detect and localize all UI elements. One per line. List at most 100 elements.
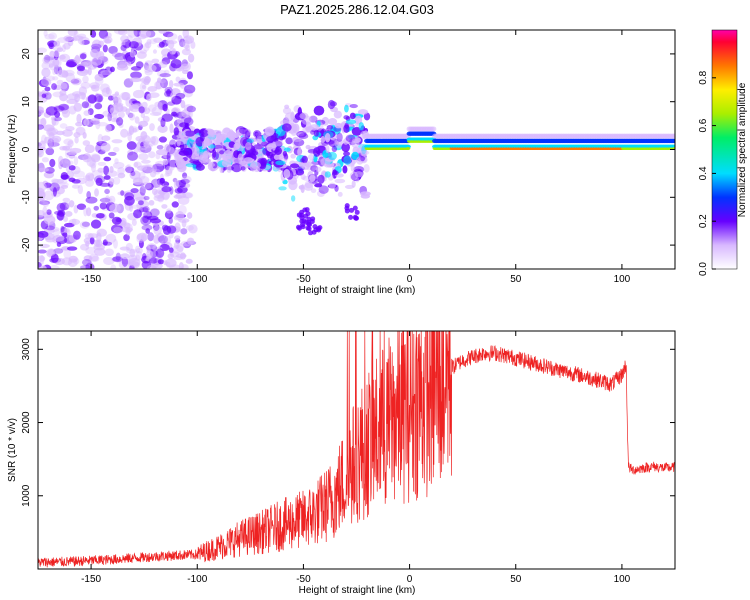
spectrogram-cell [167, 39, 175, 49]
spectrogram-cell [56, 202, 66, 212]
spectrogram-cell [73, 30, 79, 37]
spectrogram-cell [201, 140, 207, 149]
spectrogram-cell [261, 141, 268, 147]
spectrogram-cell [94, 175, 106, 184]
spectrogram-cell [75, 121, 83, 127]
spectrogram-cell [184, 130, 196, 137]
spectrogram-cell [102, 239, 108, 246]
spectrogram-cell [39, 243, 50, 248]
spectrogram-cell [174, 187, 183, 194]
spectrogram-cell [120, 128, 129, 138]
spectrogram-cell [173, 179, 179, 190]
spectrogram-cell [38, 262, 42, 268]
spectrogram-cell [333, 110, 342, 119]
spectrogram-cell [91, 84, 100, 92]
spectrogram-cell [430, 126, 437, 132]
spectrogram-cell [152, 49, 157, 54]
spectrogram-cell [363, 164, 370, 173]
spectrogram-cell [124, 60, 132, 66]
spectrogram-cell [74, 136, 79, 144]
spectrogram-cell [38, 210, 45, 218]
spectrogram-cell [49, 50, 55, 58]
spectrogram-cell [144, 41, 152, 49]
spectrogram-cell [175, 76, 181, 83]
spectrogram-cell [63, 42, 71, 50]
spectrogram-cell [352, 205, 358, 211]
spectrogram-cell [266, 135, 277, 143]
spectrogram-cell [358, 122, 364, 131]
spectrogram-cell [345, 119, 357, 125]
spectrogram-cell [127, 30, 138, 38]
spectrogram-cell [205, 138, 212, 147]
spectrogram-cell [52, 58, 60, 67]
spectrogram-cell [108, 177, 115, 185]
spectrogram-cell [182, 30, 190, 39]
spectrogram-cell [210, 133, 222, 138]
spectrogram-cell [50, 253, 59, 263]
spectrogram-cell [63, 249, 71, 259]
spectrogram-cell [147, 232, 155, 242]
spectrogram-cell [178, 179, 187, 188]
spectrogram-cell [148, 151, 156, 159]
spectrogram-cell [179, 122, 189, 128]
spectrogram-cell [359, 191, 371, 197]
spectrogram-cell [283, 147, 291, 152]
spectrogram-cell [83, 255, 93, 262]
spectrogram-cell [360, 155, 366, 162]
spectrogram-cell [303, 182, 314, 191]
spectrogram-cell [325, 144, 330, 154]
spectrogram-cell [324, 132, 331, 143]
spectrogram-cell [79, 53, 87, 60]
spectrogram-cell [91, 213, 98, 218]
spectrogram-cell [66, 246, 78, 251]
spectrogram-cell [94, 188, 99, 197]
spectrogram-cell [240, 166, 246, 171]
spectrogram-cell [71, 218, 77, 226]
spectrogram-cell [117, 167, 125, 175]
spectrogram-cell [148, 104, 157, 112]
spectrogram-cell [165, 165, 173, 175]
spectrogram-cell [153, 37, 163, 43]
spectrogram-cell [304, 207, 310, 213]
spectrogram-y-ticks: -20 -10 0 10 20 [21, 48, 675, 252]
spectrogram-cell [153, 195, 165, 202]
spectrogram-cell [310, 216, 316, 222]
spectrogram-cell [45, 225, 55, 231]
spectrogram-cell [67, 30, 78, 37]
spectrogram-cell [72, 170, 85, 178]
spectrogram-cell [100, 83, 110, 93]
spectrogram-cell [82, 140, 91, 146]
spectrogram-cell [129, 77, 142, 83]
spectrogram-cell [141, 224, 153, 231]
spectrogram-cell [157, 124, 168, 134]
spectrogram-cell [42, 201, 49, 208]
spectrogram-cell [61, 70, 69, 78]
spectrogram-cell [140, 164, 152, 174]
spectrogram-cell [102, 241, 113, 246]
spectrogram-cell [62, 197, 71, 203]
spectrogram-cell [309, 174, 316, 182]
spectrogram-cell [103, 257, 115, 266]
spectrogram-cell [94, 73, 104, 82]
spectrogram-cell [349, 104, 358, 109]
spectrogram-cell [211, 151, 219, 161]
spectrogram-cell [90, 219, 102, 229]
spectrogram-cell [85, 178, 95, 187]
spectrogram-cell [93, 244, 105, 251]
spectrogram-cell [41, 93, 47, 99]
spectrogram-cell [134, 116, 140, 124]
spectrogram-cell [40, 78, 52, 87]
spectrogram-cell [53, 116, 62, 122]
spectrogram-cell [145, 228, 151, 234]
spectrogram-cell [38, 190, 46, 199]
snr-ytick-label: 3000 [21, 338, 32, 361]
spectrogram-cell [109, 107, 120, 115]
spectrogram-cell [49, 158, 56, 168]
spectrogram-cell [128, 257, 141, 267]
spectrogram-cell [313, 129, 319, 137]
spectrogram-cell [55, 186, 65, 195]
spectrogram-cell [44, 136, 50, 144]
spectrogram-cell [151, 135, 159, 146]
spectrogram-x-label: Height of straight line (km) [299, 285, 416, 296]
